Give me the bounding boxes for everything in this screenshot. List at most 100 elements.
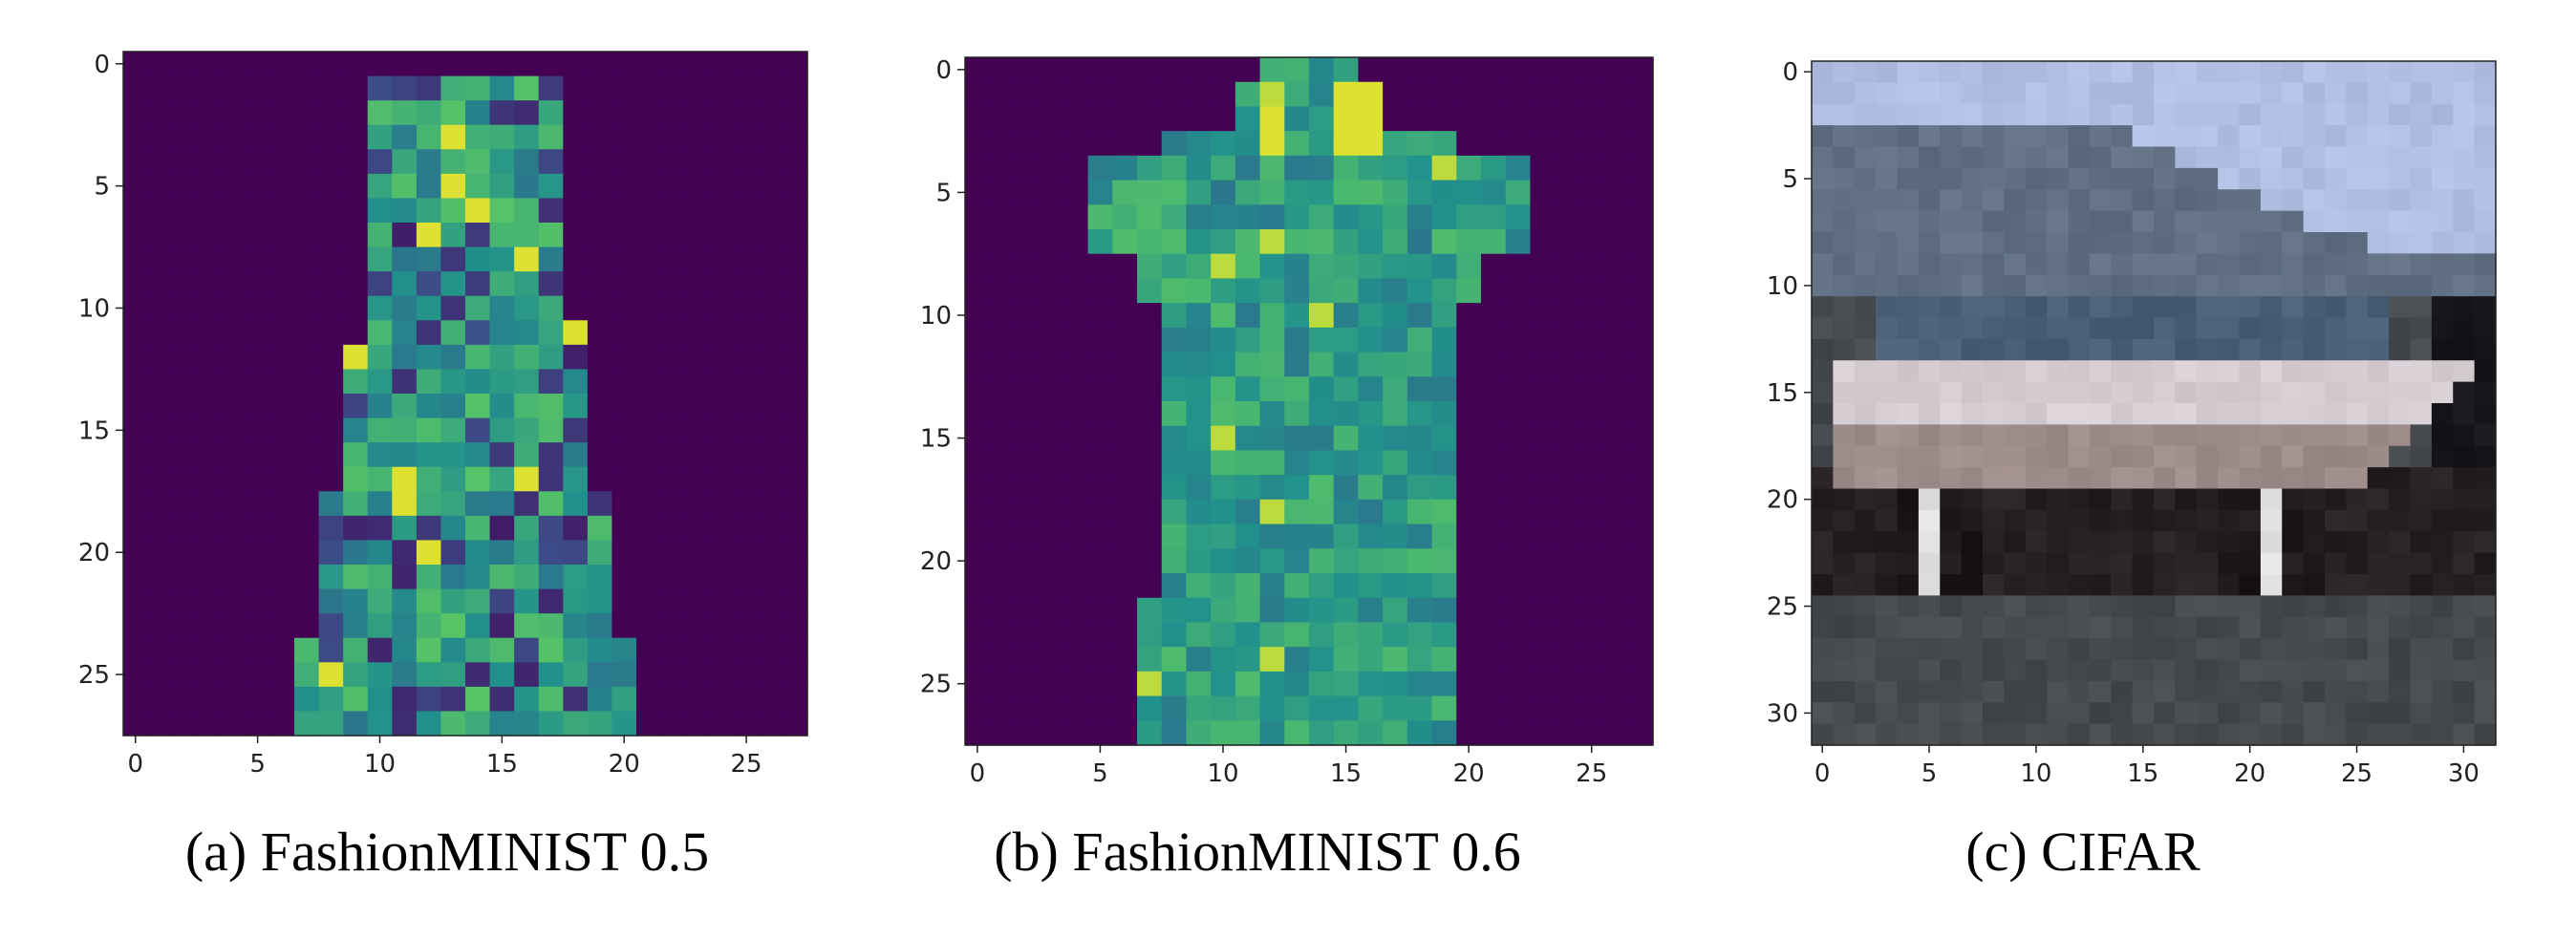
heatmap-cell: [2196, 274, 2219, 297]
heatmap-cell: [1481, 303, 1507, 329]
heatmap-cell: [440, 198, 466, 224]
heatmap-cell: [1603, 352, 1629, 377]
heatmap-cell: [2282, 467, 2305, 490]
heatmap-cell: [465, 466, 491, 492]
heatmap-cell: [1211, 523, 1236, 549]
heatmap-cell: [2132, 467, 2155, 490]
heatmap-cell: [709, 100, 735, 126]
heatmap-cell: [2303, 574, 2326, 596]
heatmap-cell: [685, 100, 711, 126]
heatmap-cell: [1876, 680, 1899, 703]
heatmap-cell: [2047, 509, 2070, 532]
heatmap-cell: [2367, 488, 2390, 511]
heatmap-cell: [709, 613, 735, 639]
heatmap-cell: [2025, 638, 2048, 661]
heatmap-cell: [758, 100, 784, 126]
heatmap-cell: [1603, 450, 1629, 476]
heatmap-cell: [221, 540, 247, 566]
heatmap-cell: [2068, 403, 2091, 425]
heatmap-cell: [2367, 338, 2390, 361]
heatmap-cell: [685, 344, 711, 371]
heatmap-cell: [343, 394, 369, 419]
heatmap-cell: [1983, 167, 2005, 190]
heatmap-cell: [612, 711, 637, 737]
heatmap-cell: [1812, 125, 1834, 148]
heatmap-cell: [1014, 425, 1040, 452]
heatmap-cell: [2175, 360, 2198, 383]
heatmap-cell: [2047, 467, 2070, 490]
heatmap-cell: [783, 124, 808, 150]
heatmap-cell: [1897, 103, 1920, 126]
heatmap-cell: [2047, 445, 2070, 468]
heatmap-cell: [965, 401, 991, 427]
heatmap-cell: [2175, 61, 2198, 83]
heatmap-cell: [1578, 597, 1605, 624]
heatmap-cell: [989, 81, 1016, 108]
heatmap-cell: [294, 491, 320, 517]
heatmap-cell: [1161, 499, 1188, 525]
heatmap-cell: [1456, 204, 1482, 230]
heatmap-cell: [2474, 702, 2497, 725]
heatmap-cell: [538, 344, 564, 371]
heatmap-cell: [2196, 232, 2219, 254]
heatmap-cell: [587, 394, 613, 419]
heatmap-cell: [1961, 189, 1984, 212]
heatmap-cell: [660, 223, 686, 248]
heatmap-cell: [1897, 296, 1920, 319]
heatmap-cell: [2132, 531, 2155, 554]
heatmap-cell: [1333, 204, 1360, 230]
heatmap-cell: [2325, 702, 2347, 725]
heatmap-cell: [989, 401, 1016, 427]
heatmap-cell: [563, 149, 589, 175]
heatmap-cell: [1211, 401, 1236, 427]
heatmap-cell: [2474, 595, 2497, 618]
heatmap-cell: [2431, 659, 2454, 682]
heatmap-cell: [147, 394, 173, 419]
heatmap-cell: [2004, 595, 2027, 618]
heatmap-cell: [2453, 702, 2476, 725]
heatmap-cell: [196, 223, 222, 248]
heatmap-cell: [1918, 680, 1941, 703]
heatmap-cell: [2004, 574, 2027, 596]
heatmap-cell: [367, 637, 393, 663]
heatmap-cell: [489, 588, 515, 614]
y-tick-label: 10: [78, 295, 110, 324]
heatmap-cell: [2325, 82, 2347, 105]
heatmap-cell: [172, 320, 198, 346]
heatmap-cell: [734, 75, 760, 101]
heatmap-cell: [2068, 167, 2091, 190]
heatmap-cell: [563, 613, 589, 639]
heatmap-cell: [2111, 574, 2134, 596]
heatmap-cell: [2410, 381, 2433, 404]
heatmap-cell: [269, 271, 295, 297]
heatmap-cell: [514, 124, 540, 150]
heatmap-cell: [1833, 680, 1856, 703]
heatmap-cell: [2474, 424, 2497, 447]
heatmap-cell: [1555, 401, 1580, 427]
heatmap-cell: [758, 246, 784, 272]
heatmap-cell: [1284, 671, 1310, 697]
heatmap-cell: [245, 491, 271, 517]
heatmap-cell: [1431, 523, 1457, 549]
heatmap-cell: [1358, 253, 1384, 280]
heatmap-cell: [294, 173, 320, 200]
heatmap-cell: [1530, 229, 1556, 255]
heatmap-cell: [563, 198, 589, 224]
heatmap-cell: [2196, 723, 2219, 746]
heatmap-cell: [1383, 278, 1408, 304]
heatmap-cell: [1234, 671, 1261, 697]
heatmap-cell: [465, 662, 491, 688]
heatmap-cell: [660, 173, 686, 200]
heatmap-cell: [489, 637, 515, 663]
heatmap-cell: [989, 720, 1016, 746]
heatmap-cell: [1555, 253, 1580, 280]
heatmap-cell: [123, 223, 149, 248]
heatmap-cell: [2111, 381, 2134, 404]
heatmap-cell: [1137, 548, 1163, 574]
heatmap-cell: [1628, 647, 1654, 673]
heatmap-cell: [2068, 253, 2091, 276]
heatmap-cell: [1481, 548, 1507, 574]
heatmap-cell: [1555, 475, 1580, 501]
heatmap-cell: [1961, 680, 1984, 703]
heatmap-cell: [2068, 103, 2091, 126]
